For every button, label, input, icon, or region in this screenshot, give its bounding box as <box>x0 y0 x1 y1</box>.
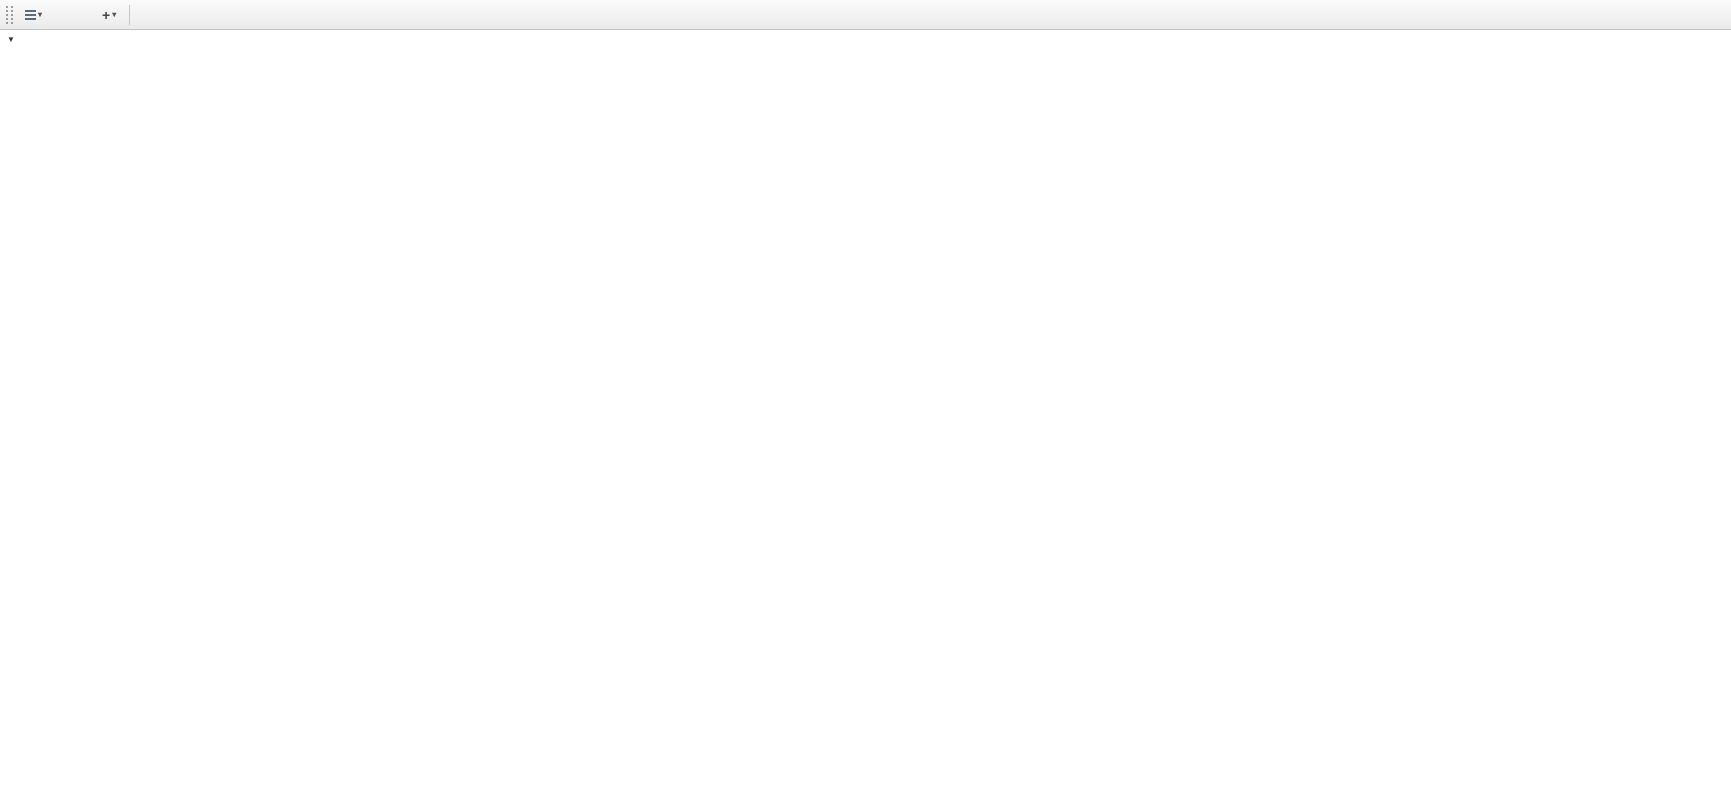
symbol-ohlc-label: ▼ <box>7 35 44 44</box>
toolbar: ▾ + ▾ <box>0 0 1731 30</box>
price-chart-svg[interactable] <box>0 30 1731 791</box>
toolbar-grip[interactable] <box>6 5 13 24</box>
chart-area: ▼ <box>0 30 1731 791</box>
chevron-down-icon: ▾ <box>112 10 117 19</box>
toolbar-separator <box>129 4 131 25</box>
crosshair-tool-button[interactable]: + ▾ <box>96 4 122 26</box>
tool-t-button[interactable] <box>72 4 96 26</box>
crosshair-icon: + <box>102 6 111 23</box>
chevron-down-icon: ▾ <box>38 10 43 19</box>
symbol-caret-icon[interactable]: ▼ <box>7 35 15 44</box>
chart-list-button[interactable]: ▾ <box>19 4 48 26</box>
tool-a-button[interactable] <box>48 4 72 26</box>
chart-list-icon <box>25 9 36 20</box>
